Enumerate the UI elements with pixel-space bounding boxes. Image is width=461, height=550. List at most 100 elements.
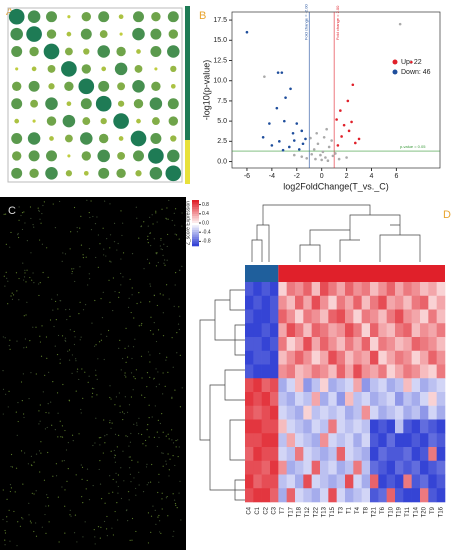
spot [117,485,119,488]
spot [110,398,112,400]
spot [5,271,7,273]
spot [164,385,166,387]
heat-cell [295,350,304,365]
heat-cell [303,350,312,365]
spot [153,238,155,240]
dot [167,11,179,23]
spot [45,532,47,534]
heat-cell [386,350,396,365]
spot [88,248,91,250]
spot [88,273,90,275]
spot [32,224,34,226]
heat-cell [336,419,346,434]
spot [17,420,19,423]
spot [17,236,20,239]
heat-cell [395,323,404,338]
dot [32,119,36,123]
spot [69,509,71,511]
heat-cell [420,295,429,310]
heat-cell [253,488,262,503]
spot [121,234,123,237]
spot [71,268,73,270]
spot [99,444,101,446]
heat-cell [403,295,412,310]
spot [47,276,49,278]
spot [71,272,73,275]
spot [98,341,101,343]
spot [17,234,19,236]
spot [168,298,170,300]
heat-cell [245,392,254,407]
annotation: Fold change = 2.00 [335,5,340,40]
spot [15,467,18,469]
heat-cell [403,282,412,297]
heat-cell [370,447,379,462]
heat-cell [428,433,437,448]
colorbar-tick-label: 0.8 [202,202,209,208]
spot [96,216,98,218]
dot [12,81,22,91]
colorbar-step [192,216,199,219]
spot [24,272,26,274]
group-bar [278,265,445,282]
spot [9,339,11,341]
spot [54,429,56,431]
heat-cell [403,309,412,324]
spot [38,283,40,285]
heat-cell [286,378,296,393]
heat-cell [311,309,321,324]
spot [126,435,129,438]
spot [108,492,110,494]
heat-cell [411,309,421,324]
heat-cell [345,392,354,407]
spot [17,521,19,523]
spot [103,520,106,523]
spot [131,357,133,360]
heat-cell [320,378,329,393]
spot [61,486,63,488]
heat-cell [420,488,429,503]
spot [41,526,43,528]
point [316,142,320,146]
spot [122,418,124,421]
spot [134,338,136,340]
dot [167,149,180,163]
spot [116,502,118,504]
spot [4,539,6,541]
heat-cell [311,392,321,407]
spot [141,394,143,396]
heat-cell [353,419,362,434]
heat-cell [411,433,421,448]
heat-cell [345,378,354,393]
spot [9,490,11,493]
spot [176,332,178,334]
heat-cell [403,350,412,365]
spot [112,277,114,279]
point [319,153,322,157]
heat-cell [403,433,412,448]
spot [133,423,135,426]
x-axis-label: log2FoldChange(T_vs._C) [283,181,389,191]
spot [140,301,142,303]
heat-cell [261,433,271,448]
spot [39,282,41,284]
heat-cell [428,460,437,475]
point [292,139,296,142]
spot [136,217,138,219]
spot [160,532,162,534]
colorbar-step [192,241,199,244]
heat-cell [336,488,346,503]
spot [97,358,99,360]
heat-cell [303,433,312,448]
dot [151,12,161,22]
heat-cell [378,433,387,448]
heat-cell [336,405,346,420]
spot [149,361,151,363]
spot [87,284,89,286]
spot [93,345,96,347]
heat-cell [353,350,362,365]
spot [59,200,61,203]
spot [165,463,167,465]
heat-cell [253,378,262,393]
y-tick-label: 10.0 [213,78,227,85]
